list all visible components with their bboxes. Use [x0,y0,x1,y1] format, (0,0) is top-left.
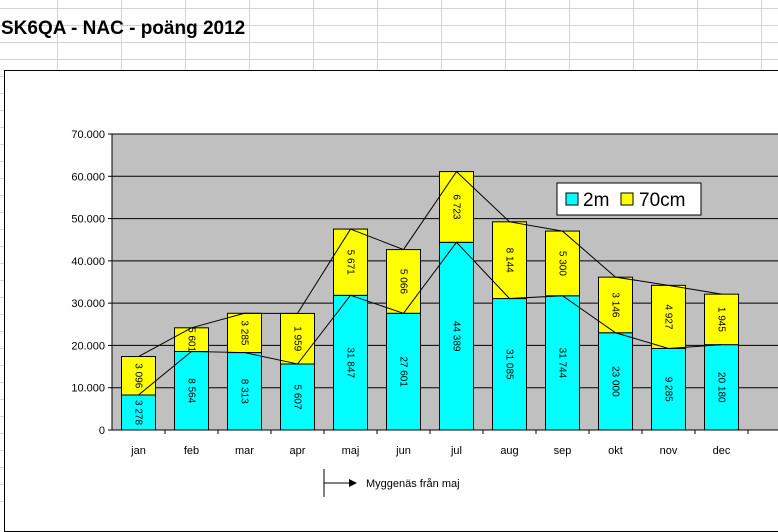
data-label-70cm: 5 300 [557,251,568,276]
chart-area[interactable]: 0 10.000 20.000 30.000 40.000 50.000 60.000 70.… [4,70,778,532]
data-label-70cm: 3 096 [133,363,144,388]
bar-2m-apr[interactable] [280,363,315,431]
series-line-total [138,170,722,357]
bar-70cm-nov[interactable] [651,284,686,349]
y-tick-label: 0 [99,425,105,437]
bar-2m-feb[interactable] [174,351,209,431]
legend-swatch-2m [565,192,579,206]
bar-2m-aug[interactable] [492,298,527,431]
data-label-70cm: 5 601 [186,327,197,352]
data-label-70cm: 4 927 [663,304,674,329]
y-tick-label: 30.000 [71,298,105,310]
sheet-title: SK6QA - NAC - poäng 2012 [1,18,246,39]
x-tick-label: jun [395,445,411,457]
data-label-2m: 8 313 [239,379,250,404]
x-tick-label: apr [290,445,306,457]
data-label-2m: 44 389 [451,321,462,352]
data-label-70cm: 1 959 [292,326,303,351]
y-tick-label: 20.000 [71,340,105,352]
y-tick-label: 70.000 [71,129,105,141]
bar-2m-jul[interactable] [439,241,474,431]
y-tick-label: 40.000 [71,256,105,268]
x-tick-label: maj [342,445,360,457]
data-label-2m: 23 000 [610,366,621,397]
bar-70cm-maj[interactable] [333,228,368,296]
x-tick-label: sep [554,445,572,457]
y-tick-label: 50.000 [71,214,105,226]
legend-label-70cm: 70cm [639,190,685,211]
data-label-2m: 3 278 [133,400,144,425]
data-label-2m: 8 564 [186,378,197,403]
y-tick-label: 60.000 [71,171,105,183]
bar-2m-jun[interactable] [386,312,421,431]
x-tick-label: jul [450,445,462,457]
bar-70cm-okt[interactable] [598,276,633,334]
bar-2m-maj[interactable] [333,294,368,431]
data-label-2m: 31 744 [557,348,568,379]
legend-label-2m: 2m [583,190,609,211]
data-label-2m: 5 607 [292,384,303,409]
legend-swatch-70cm [620,192,634,206]
series-line-2m [138,241,722,396]
data-label-2m: 27 601 [398,356,409,387]
x-tick-label: nov [660,445,678,457]
x-tick-label: aug [500,445,518,457]
data-label-2m: 9 285 [663,377,674,402]
data-label-2m: 31 085 [504,349,515,380]
data-label-70cm: 3 285 [239,320,250,345]
data-label-70cm: 3 146 [610,292,621,317]
y-tick-label: 10.000 [71,383,105,395]
data-label-70cm: 5 671 [345,250,356,275]
data-label-2m: 31 847 [345,347,356,378]
x-tick-label: feb [184,445,199,457]
x-tick-label: dec [713,445,731,457]
bar-70cm-jan[interactable] [121,356,156,396]
arrow-icon [349,479,357,487]
data-label-70cm: 6 723 [451,194,462,219]
bar-2m-dec[interactable] [704,344,739,431]
data-label-70cm: 8 144 [504,248,515,273]
x-tick-label: jan [130,445,146,457]
data-label-2m: 20 180 [716,372,727,403]
data-label-70cm: 5 066 [398,269,409,294]
data-label-70cm: 1 945 [716,307,727,332]
annotation-text: Myggenäs från maj [366,478,460,490]
bar-2m-sep[interactable] [545,295,580,431]
bar-2m-jan[interactable] [121,394,156,431]
bar-70cm-aug[interactable] [492,221,527,300]
x-tick-label: mar [235,445,254,457]
stacked-bar-chart: 0 10.000 20.000 30.000 40.000 50.000 60.000 70.… [71,129,778,497]
x-tick-label: okt [608,445,623,457]
